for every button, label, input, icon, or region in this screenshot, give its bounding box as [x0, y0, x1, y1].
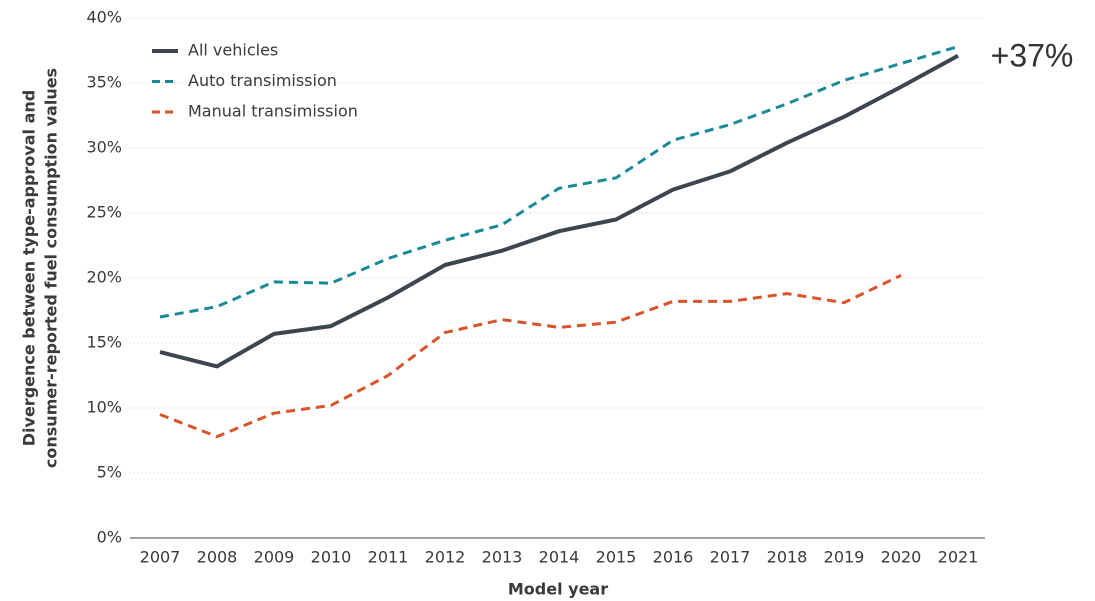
y-tick-label: 20%: [86, 268, 122, 287]
y-tick-label: 30%: [86, 138, 122, 157]
x-tick-label: 2017: [710, 548, 751, 567]
series-line: [159, 53, 959, 369]
legend-label: All vehicles: [188, 41, 278, 60]
x-tick-label: 2011: [368, 548, 409, 567]
series-line: [159, 45, 959, 319]
legend-label: Auto transimission: [188, 71, 337, 90]
y-axis-label: Divergence between type-approval and: [20, 90, 39, 446]
x-tick-label: 2020: [881, 548, 922, 567]
y-tick-label: 5%: [97, 463, 122, 482]
x-tick-label: 2019: [824, 548, 865, 567]
x-tick-label: 2013: [482, 548, 523, 567]
x-tick-label: 2016: [653, 548, 694, 567]
x-tick-label: 2009: [254, 548, 295, 567]
y-tick-label: 35%: [86, 73, 122, 92]
x-tick-label: 2010: [311, 548, 352, 567]
x-tick-label: 2014: [539, 548, 580, 567]
series-line: [159, 274, 902, 439]
y-tick-label: 10%: [86, 398, 122, 417]
legend-label: Manual transimission: [188, 102, 358, 121]
x-axis-label: Model year: [508, 580, 608, 599]
y-tick-label: 25%: [86, 203, 122, 222]
annotation: +37%: [991, 37, 1074, 73]
x-tick-label: 2015: [596, 548, 637, 567]
y-tick-label: 15%: [86, 333, 122, 352]
x-tick-label: 2012: [425, 548, 466, 567]
x-tick-label: 2008: [197, 548, 238, 567]
y-tick-label: 40%: [86, 8, 122, 27]
x-tick-label: 2007: [140, 548, 181, 567]
x-tick-label: 2018: [767, 548, 808, 567]
y-tick-label: 0%: [97, 528, 122, 547]
y-axis-label: consumer-reported fuel consumption value…: [42, 68, 61, 468]
x-tick-label: 2021: [938, 548, 979, 567]
